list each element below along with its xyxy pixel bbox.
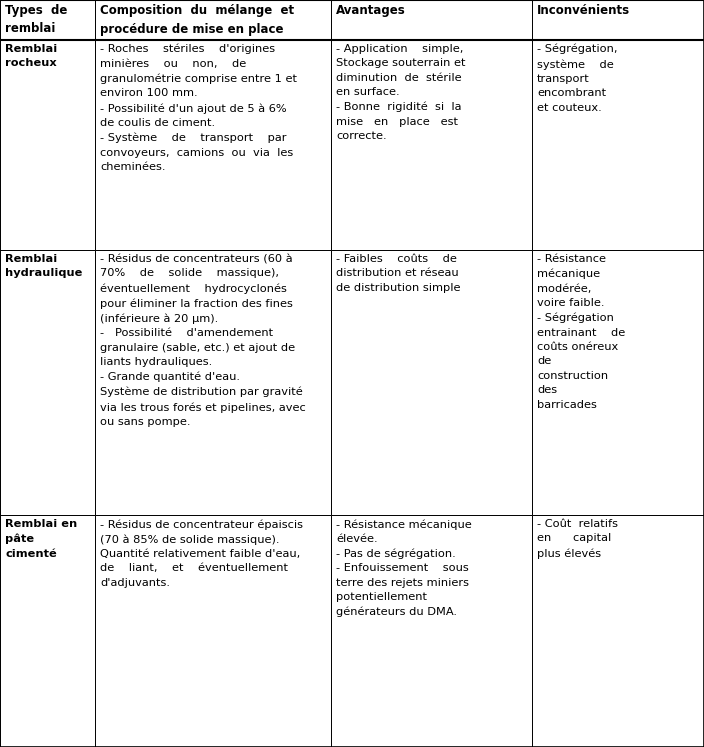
Text: - Roches    stériles    d'origines
minières    ou    non,    de
granulométrie co: - Roches stériles d'origines minières ou… xyxy=(100,44,297,172)
Bar xyxy=(95,40,331,250)
Text: - Résistance
mécanique
modérée,
voire faible.
- Ségrégation
entrainant    de
coû: - Résistance mécanique modérée, voire fa… xyxy=(537,254,625,409)
Bar xyxy=(0,0,95,40)
Text: - Coût  relatifs
en      capital
plus élevés: - Coût relatifs en capital plus élevés xyxy=(537,519,618,559)
Text: - Faibles    coûts    de
distribution et réseau
de distribution simple: - Faibles coûts de distribution et résea… xyxy=(336,254,460,293)
Bar xyxy=(0,515,95,747)
Bar xyxy=(331,515,532,747)
Text: Composition  du  mélange  et
procédure de mise en place: Composition du mélange et procédure de m… xyxy=(100,4,294,36)
Text: Avantages: Avantages xyxy=(336,4,406,17)
Text: Remblai
rocheux: Remblai rocheux xyxy=(5,44,57,69)
Bar xyxy=(95,0,331,40)
Bar xyxy=(532,250,704,515)
Text: - Résistance mécanique
élevée.
- Pas de ségrégation.
- Enfouissement    sous
ter: - Résistance mécanique élevée. - Pas de … xyxy=(336,519,472,618)
Bar xyxy=(331,250,532,515)
Bar xyxy=(0,40,95,250)
Text: Remblai
hydraulique: Remblai hydraulique xyxy=(5,254,82,279)
Bar xyxy=(331,40,532,250)
Text: Types  de
remblai: Types de remblai xyxy=(5,4,68,36)
Bar xyxy=(95,250,331,515)
Bar xyxy=(331,0,532,40)
Text: - Résidus de concentrateur épaiscis
(70 à 85% de solide massique).
Quantité rela: - Résidus de concentrateur épaiscis (70 … xyxy=(100,519,303,588)
Bar xyxy=(532,515,704,747)
Bar xyxy=(95,515,331,747)
Bar xyxy=(0,250,95,515)
Text: - Ségrégation,
système    de
transport
encombrant
et couteux.: - Ségrégation, système de transport enco… xyxy=(537,44,617,113)
Text: Remblai en
pâte
cimenté: Remblai en pâte cimenté xyxy=(5,519,77,559)
Bar xyxy=(532,0,704,40)
Bar xyxy=(532,40,704,250)
Text: - Application    simple,
Stockage souterrain et
diminution  de  stérile
en surfa: - Application simple, Stockage souterrai… xyxy=(336,44,465,141)
Text: - Résidus de concentrateurs (60 à
70%    de    solide    massique),
éventuelleme: - Résidus de concentrateurs (60 à 70% de… xyxy=(100,254,306,427)
Text: Inconvénients: Inconvénients xyxy=(537,4,630,17)
